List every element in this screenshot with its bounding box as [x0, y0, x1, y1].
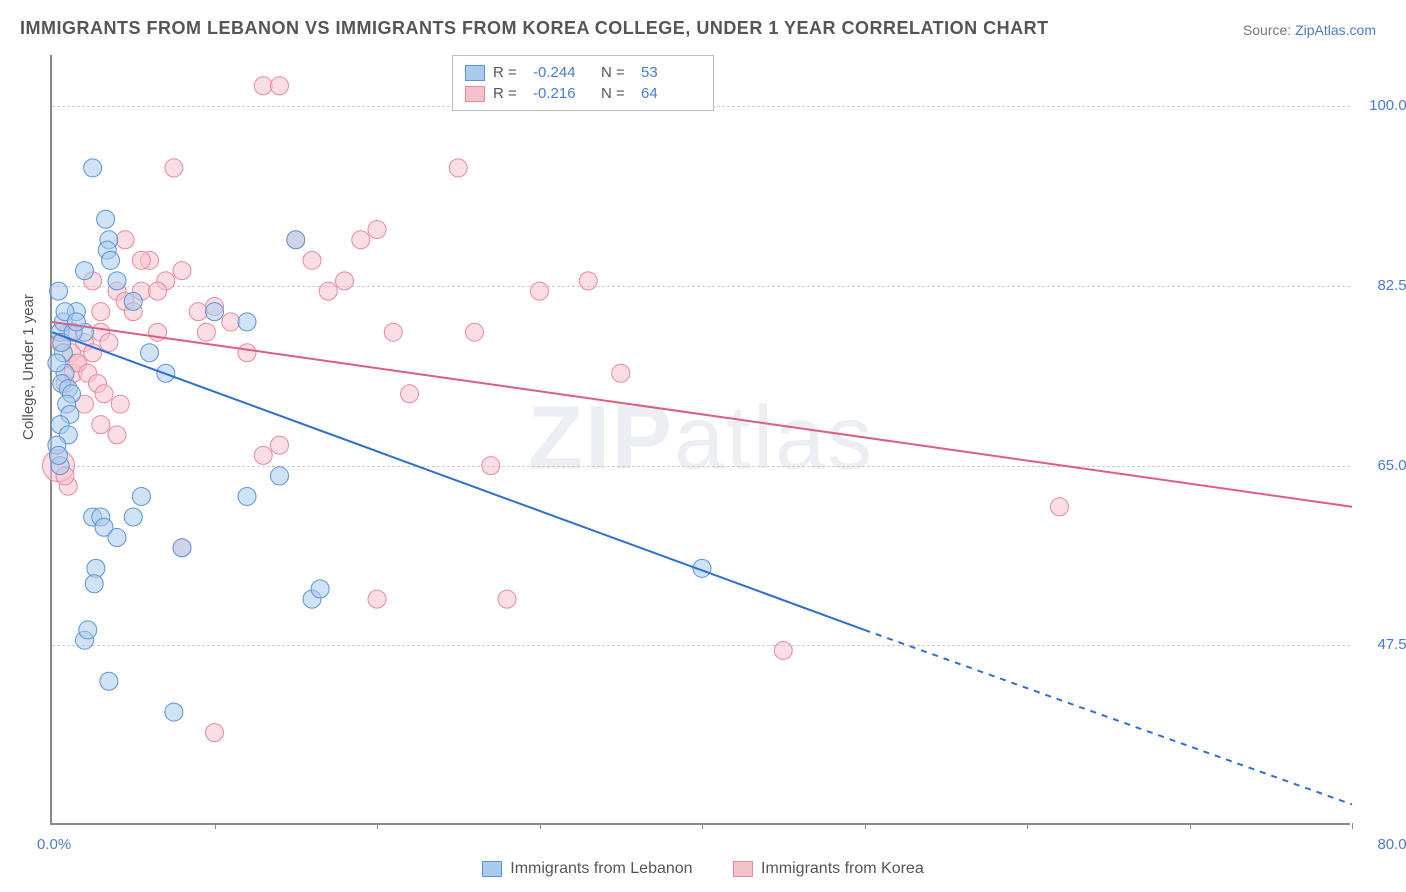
y-axis-tick: 65.0%	[1360, 457, 1406, 474]
source-attribution: Source: ZipAtlas.com	[1243, 22, 1376, 38]
y-axis-label: College, Under 1 year	[20, 294, 37, 440]
legend-row-lebanon: R = -0.244 N = 53	[465, 62, 701, 83]
n-value-lebanon: 53	[641, 64, 701, 81]
r-label: R =	[493, 85, 525, 102]
legend-label-korea: Immigrants from Korea	[761, 860, 924, 878]
source-label: Source:	[1243, 22, 1291, 38]
series-legend: Immigrants from Lebanon Immigrants from …	[0, 860, 1406, 882]
r-value-korea: -0.216	[533, 85, 593, 102]
n-label: N =	[601, 64, 633, 81]
swatch-lebanon-bottom	[482, 861, 502, 877]
swatch-korea-bottom	[733, 861, 753, 877]
legend-row-korea: R = -0.216 N = 64	[465, 83, 701, 104]
swatch-korea	[465, 86, 485, 102]
legend-item-korea: Immigrants from Korea	[733, 860, 924, 878]
x-axis-tick-first: 0.0%	[37, 836, 71, 853]
y-axis-tick: 82.5%	[1360, 277, 1406, 294]
n-label: N =	[601, 85, 633, 102]
scatter-svg	[52, 55, 1350, 823]
r-value-lebanon: -0.244	[533, 64, 593, 81]
y-axis-tick: 100.0%	[1360, 97, 1406, 114]
x-axis-tick-last: 80.0%	[1360, 836, 1406, 853]
y-axis-tick: 47.5%	[1360, 636, 1406, 653]
swatch-lebanon	[465, 65, 485, 81]
source-link[interactable]: ZipAtlas.com	[1295, 22, 1376, 38]
chart-plot-area: ZIPatlas R = -0.244 N = 53 R = -0.216 N …	[50, 55, 1350, 825]
correlation-legend: R = -0.244 N = 53 R = -0.216 N = 64	[452, 55, 714, 111]
n-value-korea: 64	[641, 85, 701, 102]
legend-item-lebanon: Immigrants from Lebanon	[482, 860, 692, 878]
chart-title: IMMIGRANTS FROM LEBANON VS IMMIGRANTS FR…	[20, 18, 1049, 39]
legend-label-lebanon: Immigrants from Lebanon	[510, 860, 692, 878]
r-label: R =	[493, 64, 525, 81]
